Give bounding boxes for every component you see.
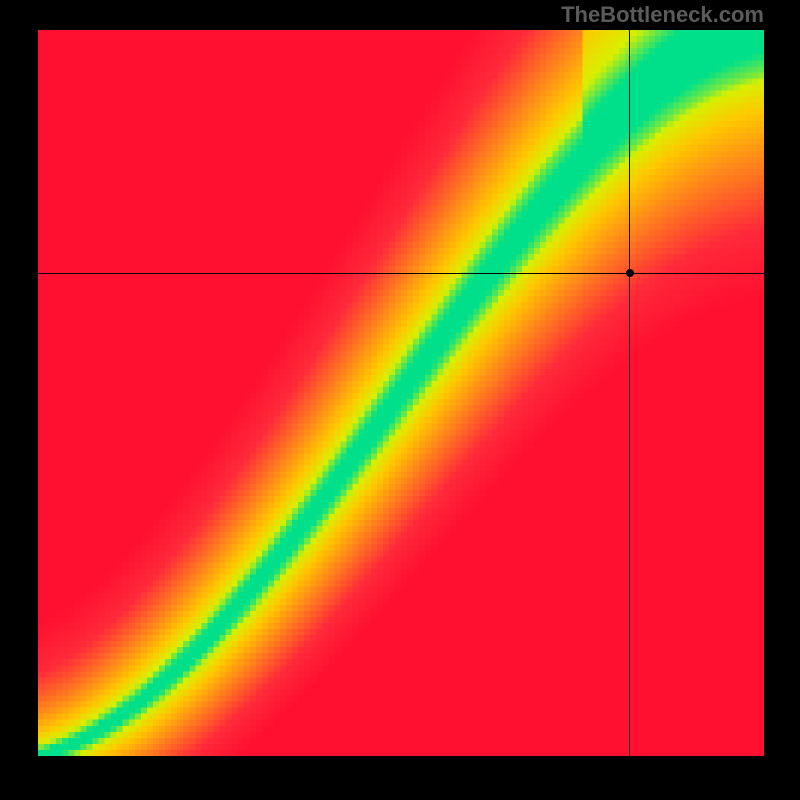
bottleneck-heatmap [38,30,764,756]
watermark-text: TheBottleneck.com [561,2,764,28]
crosshair-vertical [629,30,630,756]
crosshair-horizontal [38,273,764,274]
marker-dot [626,269,634,277]
chart-container: TheBottleneck.com [0,0,800,800]
